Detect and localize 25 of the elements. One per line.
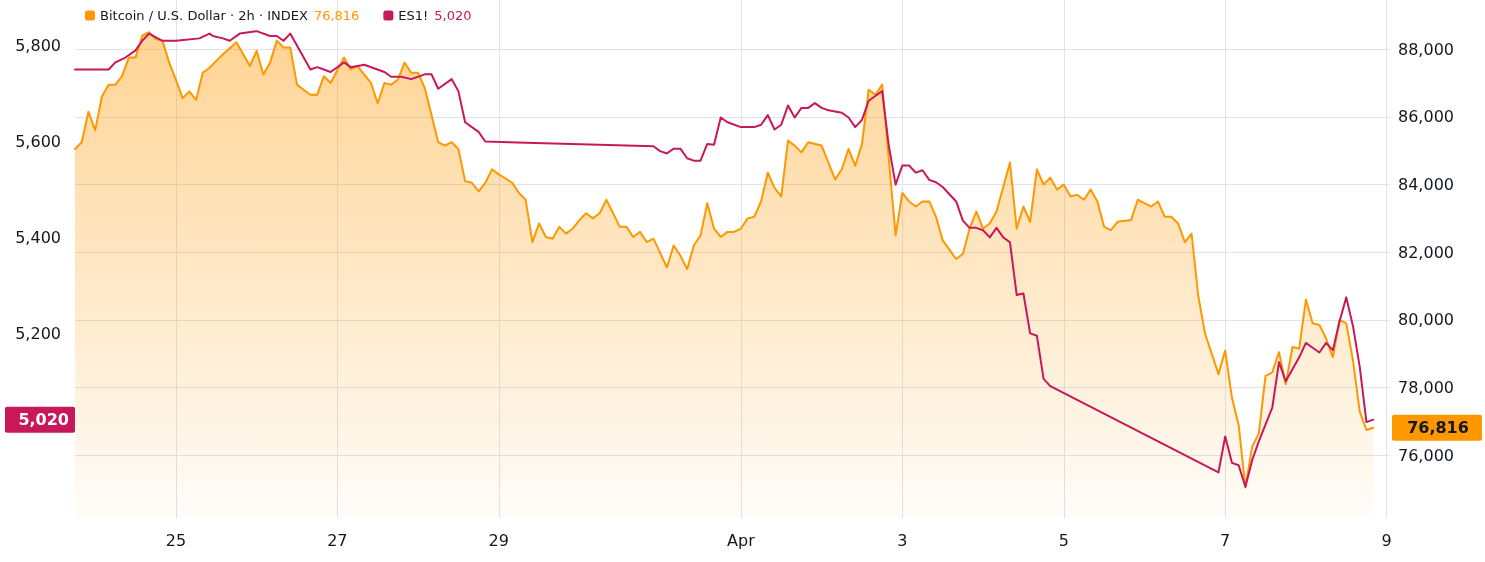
y2-tick-label: 80,000 — [1398, 310, 1454, 330]
text: 76,816 — [1407, 418, 1469, 438]
legend-label: ES1! — [398, 8, 429, 23]
x-tick-label: 29 — [488, 530, 509, 550]
y-tick-label: 5,400 — [15, 227, 61, 247]
x-tick-label: 5 — [1058, 530, 1069, 550]
y-tick-label: 5,600 — [15, 131, 61, 151]
annotation: 5,020 — [434, 8, 472, 23]
y2-tick-label: 78,000 — [1398, 378, 1454, 398]
x-tick-label: 3 — [897, 530, 908, 550]
y2-tick-label: 76,000 — [1398, 445, 1454, 465]
y2-tick-label: 82,000 — [1398, 242, 1454, 262]
y2-tick-label: 88,000 — [1398, 39, 1454, 59]
x-tick-label: 7 — [1220, 530, 1231, 550]
x-tick-label: 25 — [165, 530, 187, 550]
annotation: 76,816 — [313, 8, 360, 23]
x-tick-label: Apr — [727, 530, 756, 550]
y-tick-label: 5,800 — [15, 36, 61, 56]
text: 5,020 — [18, 410, 69, 430]
legend-label: Bitcoin / U.S. Dollar · 2h · INDEX — [100, 8, 308, 23]
x-tick-label: 27 — [327, 530, 348, 550]
y2-tick-label: 84,000 — [1398, 175, 1454, 195]
y2-tick-label: 86,000 — [1398, 107, 1454, 127]
x-tick-label: 9 — [1381, 530, 1392, 550]
y-tick-label: 5,200 — [15, 323, 61, 343]
